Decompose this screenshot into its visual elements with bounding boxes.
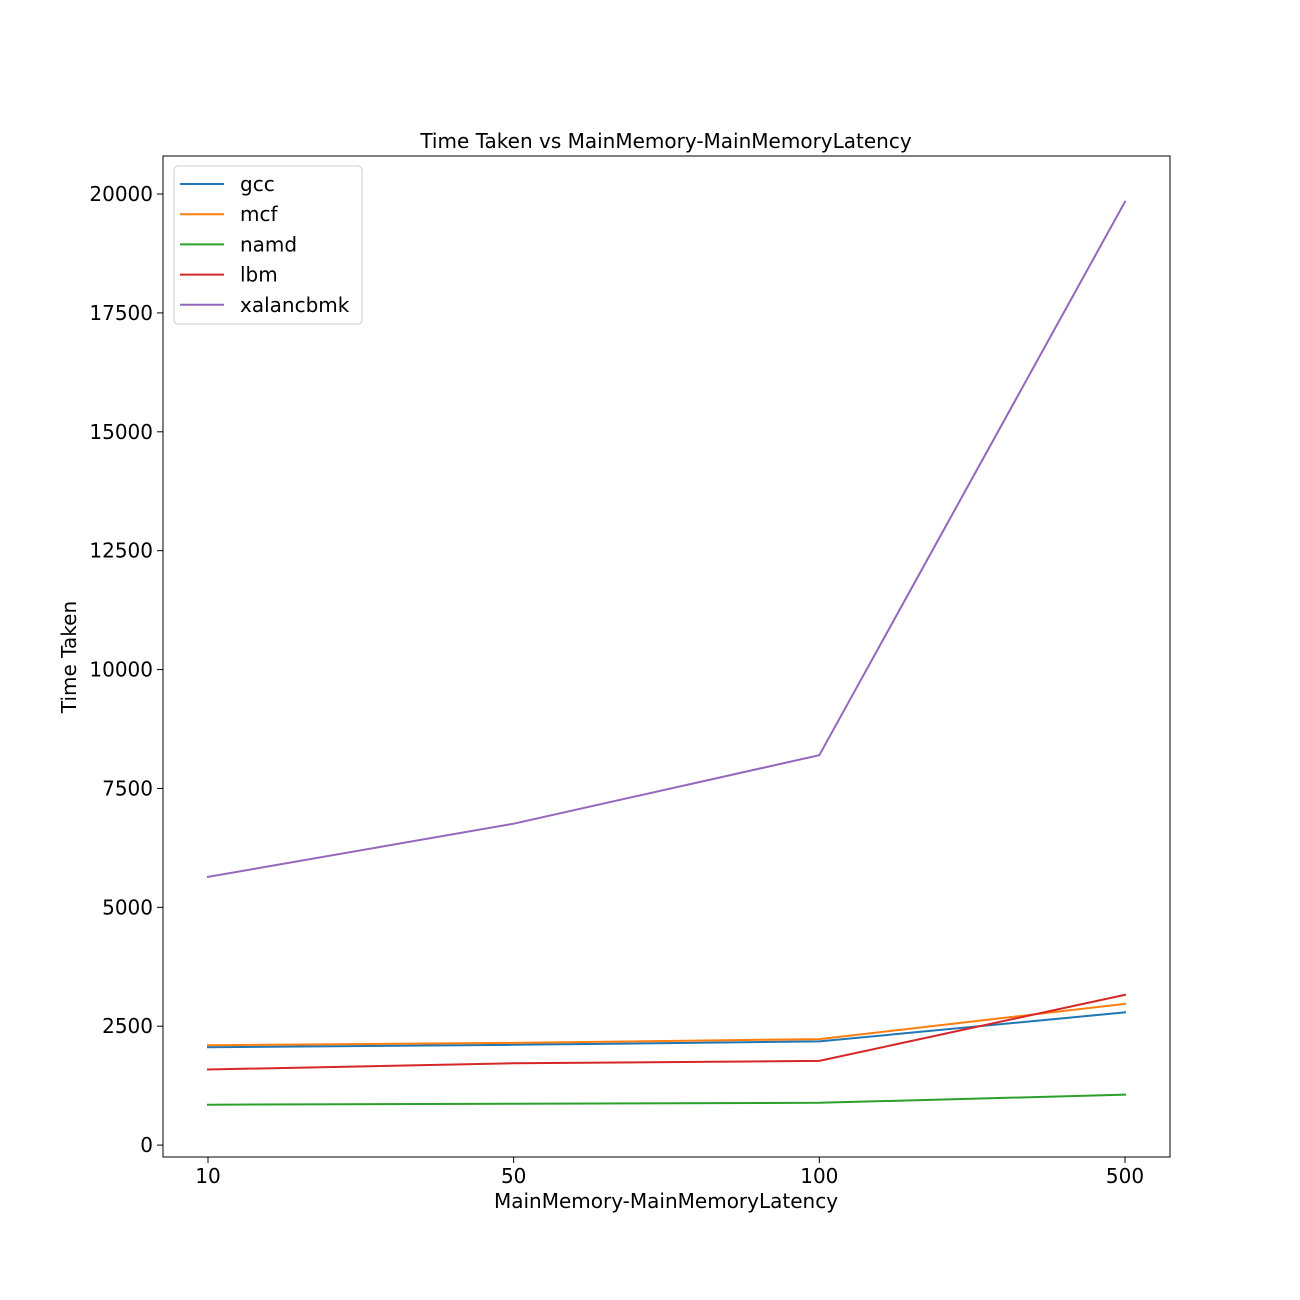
y-tick-label: 10000	[89, 658, 153, 682]
chart-title: Time Taken vs MainMemory-MainMemoryLaten…	[419, 129, 912, 153]
legend-label-mcf: mcf	[240, 202, 278, 226]
legend-label-gcc: gcc	[240, 172, 275, 196]
series-line-xalancbmk	[206, 200, 1127, 879]
legend-label-xalancbmk: xalancbmk	[240, 293, 350, 317]
y-tick-label: 0	[140, 1133, 153, 1157]
legend-label-lbm: lbm	[240, 263, 278, 287]
series-line-namd	[206, 1093, 1127, 1106]
legend-label-namd: namd	[240, 232, 297, 256]
y-tick-label: 2500	[102, 1014, 153, 1038]
legend-box	[173, 165, 363, 325]
series-line-mcf	[206, 1002, 1127, 1047]
y-tick-label: 20000	[89, 182, 153, 206]
x-axis-title: MainMemory-MainMemoryLatency	[494, 1189, 838, 1213]
x-tick-label: 50	[501, 1164, 526, 1188]
y-axis: 0 2500 5000 7500 10000 12500 15000 17500 20000	[89, 182, 163, 1157]
x-axis: 10 50 100 500	[195, 1157, 1144, 1188]
series-line-lbm	[206, 993, 1127, 1071]
x-tick-label: 100	[800, 1164, 838, 1188]
y-tick-label: 7500	[102, 776, 153, 800]
y-tick-label: 12500	[89, 539, 153, 563]
y-axis-title: Time Taken	[57, 601, 81, 714]
x-tick-label: 500	[1106, 1164, 1144, 1188]
y-tick-label: 15000	[89, 420, 153, 444]
legend: gcc mcf namd lbm xalancbmk	[173, 165, 363, 325]
y-tick-label: 5000	[102, 895, 153, 919]
plot-area	[206, 200, 1127, 1106]
x-tick-label: 10	[195, 1164, 220, 1188]
y-tick-label: 17500	[89, 301, 153, 325]
plot-frame	[162, 155, 1171, 1158]
